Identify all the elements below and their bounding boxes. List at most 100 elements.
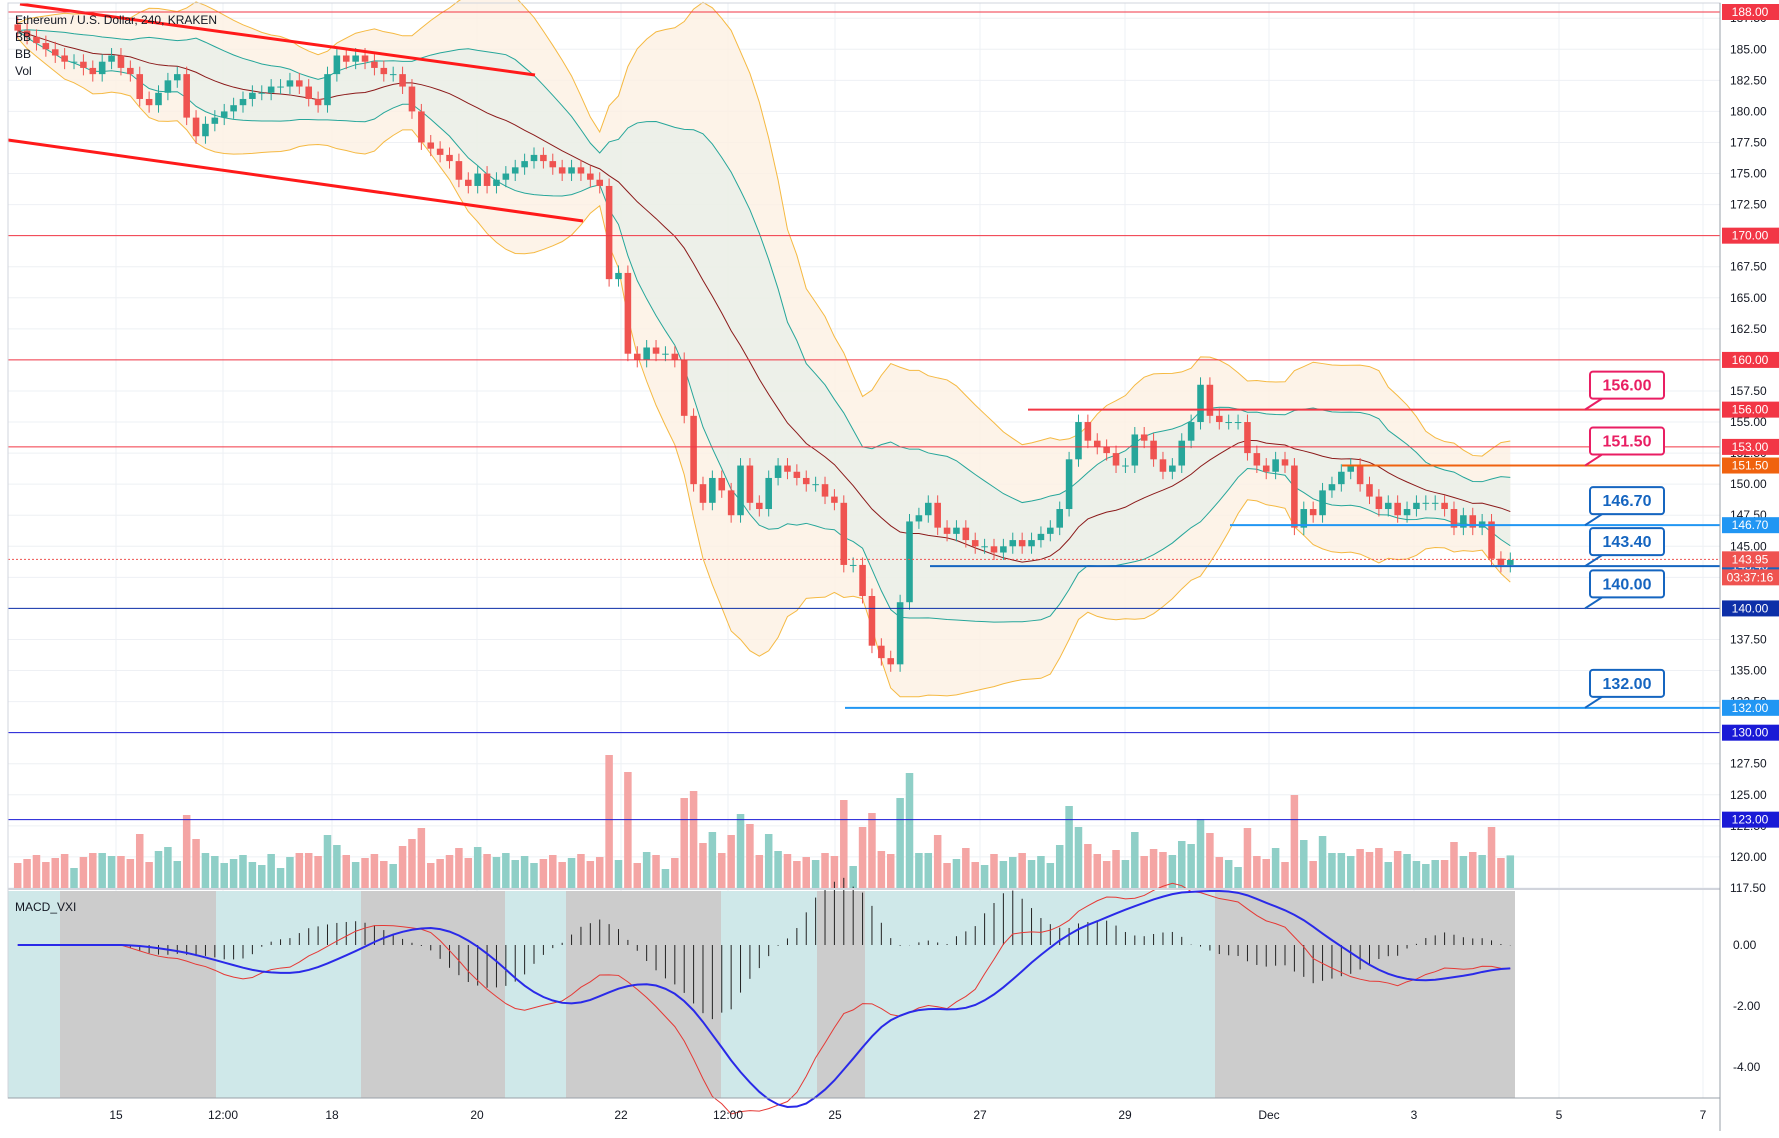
candle-body bbox=[605, 185, 613, 280]
volume-bar bbox=[1262, 859, 1270, 888]
candle-body bbox=[1197, 384, 1204, 423]
callout-pointer bbox=[1584, 397, 1603, 411]
volume-bar bbox=[971, 862, 979, 888]
candle-body bbox=[286, 80, 294, 87]
volume-bar bbox=[567, 858, 576, 888]
volume-bar bbox=[708, 832, 717, 888]
volume-bar bbox=[1431, 860, 1439, 888]
candle-body bbox=[1300, 509, 1308, 528]
volume-bar bbox=[1300, 840, 1308, 888]
volume-bar bbox=[652, 855, 660, 888]
candle-body bbox=[1272, 459, 1279, 472]
volume-bar bbox=[229, 859, 238, 888]
callout-140.00: 140.00 bbox=[1584, 569, 1665, 610]
volume-bar bbox=[577, 854, 585, 888]
candle-body bbox=[192, 117, 200, 137]
indicator-label-vol[interactable]: Vol bbox=[15, 64, 32, 78]
macd-axis-tick: 0.00 bbox=[1733, 938, 1757, 952]
volume-bar bbox=[1375, 848, 1383, 888]
candle-body bbox=[859, 564, 866, 596]
volume-bar bbox=[1469, 852, 1477, 888]
price-tag-bg bbox=[1722, 699, 1779, 716]
indicator-label-bb-1[interactable]: BB bbox=[15, 30, 32, 44]
candle-body bbox=[915, 515, 923, 522]
volume-bar bbox=[154, 851, 163, 888]
candle-body bbox=[127, 67, 134, 75]
volume-bar bbox=[1290, 795, 1299, 888]
candle-body bbox=[549, 161, 557, 168]
price-tag-text: 156.00 bbox=[1732, 403, 1769, 417]
candle-body bbox=[1047, 527, 1054, 534]
price-axis-tick: 117.50 bbox=[1730, 881, 1766, 895]
candle-body bbox=[1093, 440, 1101, 447]
volume-bar bbox=[1309, 861, 1317, 888]
volume-bar bbox=[1168, 855, 1177, 888]
candle-body bbox=[1150, 440, 1157, 460]
callout-text: 146.70 bbox=[1603, 493, 1652, 510]
bb-basis bbox=[17, 30, 1511, 563]
price-tag-bg bbox=[1722, 438, 1779, 455]
bb-inner-fill bbox=[17, 29, 1511, 623]
callout-box bbox=[1589, 569, 1665, 599]
candle-body bbox=[812, 484, 819, 486]
price-tag-text: 130.00 bbox=[1732, 726, 1769, 740]
volume-bar bbox=[699, 843, 707, 888]
time-axis-label: Dec bbox=[1258, 1108, 1279, 1122]
macd-pane-label[interactable]: MACD_VXI bbox=[15, 900, 77, 914]
volume-bar bbox=[755, 855, 764, 888]
candle-body bbox=[230, 105, 237, 112]
price-axis-tick: 150.00 bbox=[1730, 477, 1767, 491]
candle-body bbox=[540, 154, 547, 162]
price-axis-tick: 145.00 bbox=[1730, 539, 1767, 553]
candle-body bbox=[558, 167, 566, 174]
candle-body bbox=[671, 353, 679, 360]
price-tag-text: 143.95 bbox=[1732, 552, 1769, 566]
volume-bar bbox=[211, 856, 219, 888]
volume-bar bbox=[549, 855, 557, 888]
candle-body bbox=[1028, 540, 1035, 547]
candle-body bbox=[1225, 422, 1232, 424]
candle-body bbox=[1309, 509, 1317, 516]
time-axis-label: 18 bbox=[325, 1108, 339, 1122]
volume-bar bbox=[1328, 853, 1336, 888]
volume-bar bbox=[858, 827, 867, 888]
volume-bar bbox=[680, 798, 688, 888]
candle-body bbox=[1206, 384, 1214, 416]
candle-body bbox=[89, 67, 97, 75]
candle-body bbox=[1497, 558, 1505, 565]
candle-body bbox=[718, 477, 726, 491]
price-tag-bg bbox=[1722, 351, 1779, 368]
volume-bar bbox=[1459, 856, 1468, 888]
candle-body bbox=[962, 527, 970, 541]
candle-body bbox=[680, 359, 688, 416]
indicator-label-bb-2[interactable]: BB bbox=[15, 47, 32, 61]
volume-bar bbox=[1384, 862, 1393, 888]
volume-bar bbox=[1346, 856, 1355, 888]
volume-bar bbox=[1271, 848, 1280, 888]
candle-body bbox=[493, 179, 500, 186]
price-tag-text: 146.70 bbox=[1732, 518, 1769, 532]
candle-body bbox=[267, 86, 275, 93]
callout-box bbox=[1589, 370, 1665, 400]
volume-bar bbox=[70, 868, 78, 888]
candle-body bbox=[70, 61, 78, 63]
candle-body bbox=[352, 55, 359, 62]
macd-band-2 bbox=[216, 891, 361, 1098]
candle-body bbox=[1469, 515, 1477, 528]
volume-bar bbox=[1356, 849, 1364, 888]
volume-bar bbox=[304, 853, 313, 888]
volume-bar bbox=[727, 835, 735, 888]
volume-bar bbox=[60, 854, 69, 888]
volume-bar bbox=[802, 857, 810, 888]
macd-band-0 bbox=[8, 891, 60, 1098]
candle-body bbox=[1009, 540, 1017, 547]
candle-body bbox=[1131, 434, 1139, 466]
channel-upper-line bbox=[19, 2, 536, 77]
time-axis-label: 20 bbox=[470, 1108, 484, 1122]
volume-bar bbox=[192, 839, 200, 888]
level-tag-170.00: 170.00 bbox=[1722, 227, 1779, 244]
volume-bar bbox=[42, 862, 50, 888]
price-axis-tick: 155.00 bbox=[1730, 415, 1767, 429]
